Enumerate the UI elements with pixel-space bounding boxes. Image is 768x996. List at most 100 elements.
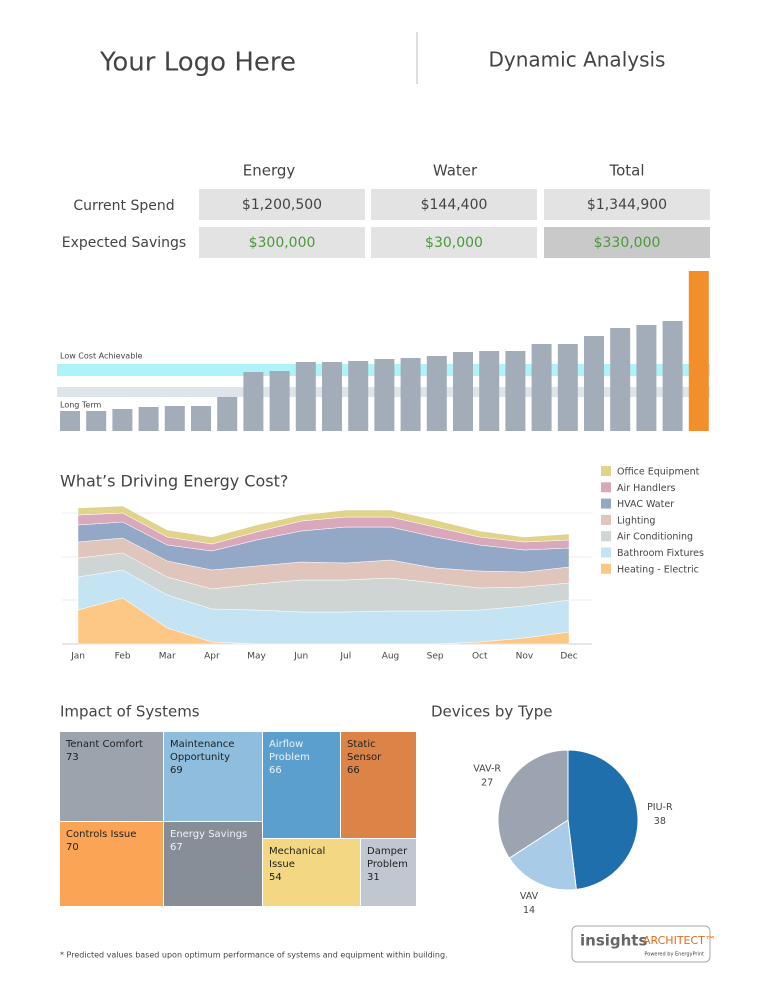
treemap-cell: Maintenance Opportunity 69 bbox=[164, 732, 263, 822]
bar bbox=[269, 371, 290, 431]
bar bbox=[479, 351, 500, 431]
x-tick-label: May bbox=[247, 652, 266, 662]
treemap-label: Tenant Comfort bbox=[66, 739, 143, 750]
bar bbox=[453, 352, 473, 431]
row-label: Current Spend bbox=[73, 198, 174, 214]
legend-swatch bbox=[601, 514, 611, 525]
treemap-cell: Tenant Comfort 73 bbox=[60, 732, 164, 822]
summary-value: $330,000 bbox=[594, 235, 661, 251]
x-tick-label: Jan bbox=[70, 652, 85, 662]
slice-value: 14 bbox=[523, 905, 535, 916]
chart-title: Devices by Type bbox=[431, 703, 553, 721]
treemap-value: 73 bbox=[66, 752, 79, 763]
summary-value: $1,344,900 bbox=[587, 197, 667, 213]
treemap-cell: Damper Problem 31 bbox=[361, 839, 417, 907]
brand-tagline: Powered by EnergyPrint bbox=[644, 952, 704, 958]
band-label: Long Term bbox=[60, 401, 102, 410]
treemap-value: 66 bbox=[269, 765, 282, 776]
treemap-value: 54 bbox=[269, 872, 282, 883]
footnote: * Predicted values based upon optimum pe… bbox=[60, 951, 448, 960]
bar bbox=[243, 372, 264, 431]
treemap-cell: Static Sensor 66 bbox=[341, 732, 417, 839]
bar bbox=[662, 321, 683, 431]
x-tick-label: Feb bbox=[115, 652, 131, 662]
bar bbox=[610, 328, 631, 431]
x-tick-label: Dec bbox=[560, 652, 577, 662]
legend-label: Heating - Electric bbox=[617, 564, 699, 575]
x-tick-label: Oct bbox=[472, 652, 488, 662]
bar bbox=[531, 344, 552, 431]
treemap-cell: Energy Savings 67 bbox=[164, 822, 263, 907]
bar bbox=[60, 411, 80, 431]
x-tick-label: Jul bbox=[339, 652, 351, 662]
pie-slice bbox=[497, 749, 569, 859]
summary-value: $300,000 bbox=[249, 235, 316, 251]
treemap-label: Damper Problem bbox=[367, 846, 408, 870]
band-label: Low Cost Achievable bbox=[60, 352, 143, 361]
bar bbox=[636, 325, 657, 431]
treemap-label: Airflow Problem bbox=[269, 739, 310, 763]
summary-cell bbox=[371, 189, 537, 220]
legend-label: Office Equipment bbox=[617, 467, 700, 478]
summary-cell bbox=[199, 189, 365, 220]
bar bbox=[426, 356, 447, 431]
slice-value: 38 bbox=[654, 816, 666, 827]
summary-value: $30,000 bbox=[425, 235, 483, 251]
treemap-value: 66 bbox=[347, 765, 360, 776]
treemap-label: Static Sensor bbox=[347, 739, 382, 763]
summary-value: $144,400 bbox=[421, 197, 488, 213]
summary-cell bbox=[199, 227, 365, 258]
treemap-label: Mechanical Issue bbox=[269, 846, 326, 870]
legend-swatch bbox=[601, 563, 611, 574]
legend-label: Air Handlers bbox=[617, 483, 675, 494]
legend-swatch bbox=[601, 482, 611, 493]
x-tick-label: Apr bbox=[204, 652, 220, 662]
treemap-label: Controls Issue bbox=[66, 829, 137, 840]
summary-cell bbox=[544, 189, 710, 220]
legend-swatch bbox=[601, 466, 611, 476]
legend-swatch bbox=[601, 531, 611, 542]
summary-cell bbox=[371, 227, 537, 258]
slice-label: VAV-R bbox=[473, 764, 501, 775]
slice-label: PIU-R bbox=[647, 802, 673, 813]
chart-title: What’s Driving Energy Cost? bbox=[60, 472, 288, 491]
summary-cell bbox=[544, 227, 710, 258]
bar bbox=[217, 397, 238, 431]
legend-label: Lighting bbox=[617, 515, 655, 526]
pie-slice bbox=[508, 819, 577, 891]
column-header: Water bbox=[433, 162, 478, 180]
bar bbox=[86, 411, 107, 431]
bar bbox=[112, 409, 133, 431]
logo: Your Logo Here bbox=[99, 48, 296, 78]
x-tick-label: Nov bbox=[516, 652, 534, 662]
legend-swatch bbox=[601, 498, 611, 509]
slice-label: VAV bbox=[520, 891, 539, 902]
slice-value: 27 bbox=[481, 778, 493, 789]
column-header: Energy bbox=[243, 162, 296, 180]
summary-value: $1,200,500 bbox=[242, 197, 322, 213]
treemap-label: Maintenance Opportunity bbox=[170, 739, 235, 763]
area-series bbox=[77, 505, 570, 545]
x-tick-label: Sep bbox=[427, 652, 444, 662]
treemap-cell: Controls Issue 70 bbox=[60, 822, 164, 907]
treemap-value: 67 bbox=[170, 842, 183, 853]
bar bbox=[348, 361, 369, 431]
pie-slice bbox=[567, 749, 639, 891]
bar bbox=[584, 336, 604, 431]
bar bbox=[505, 351, 526, 431]
treemap-value: 31 bbox=[367, 872, 380, 883]
x-tick-label: Aug bbox=[382, 652, 400, 662]
bar bbox=[138, 407, 159, 431]
bar bbox=[164, 406, 185, 431]
treemap-value: 69 bbox=[170, 765, 183, 776]
bar bbox=[191, 406, 211, 431]
column-header: Total bbox=[608, 162, 644, 180]
treemap-label: Energy Savings bbox=[170, 829, 248, 840]
chart-title: Impact of Systems bbox=[60, 703, 200, 721]
legend-label: Bathroom Fixtures bbox=[617, 548, 704, 559]
brand-suffix: ARCHITECT™ bbox=[643, 934, 716, 947]
x-tick-label: Mar bbox=[159, 652, 176, 662]
x-tick-label: Jun bbox=[293, 652, 308, 662]
